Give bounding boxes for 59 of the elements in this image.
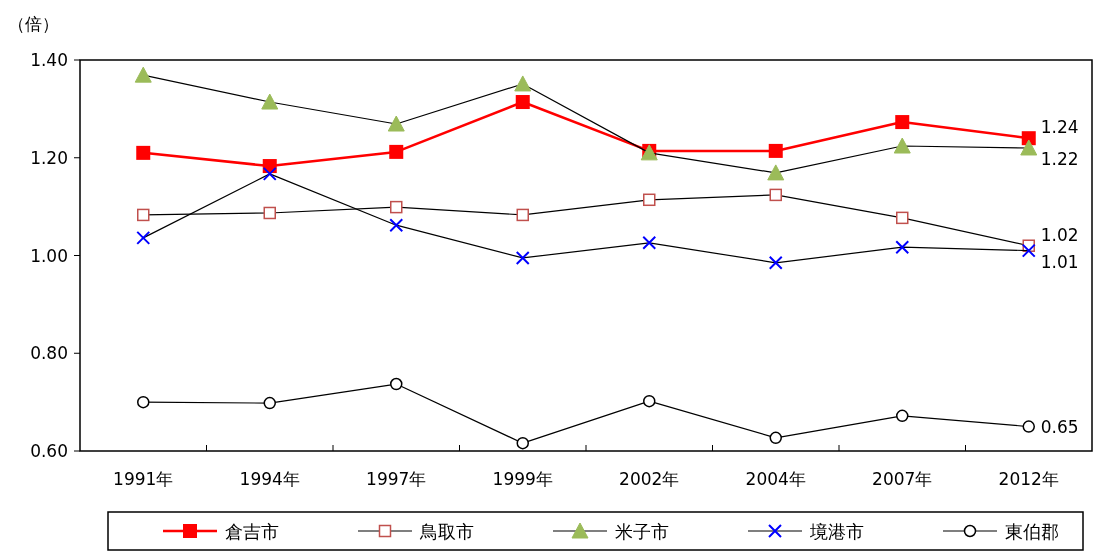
point [515,95,530,110]
point [515,250,530,265]
point [896,409,909,423]
y-tick-label: 0.60 [30,441,68,461]
x-tick-label: 2004年 [745,469,806,489]
x-tick-label: 1991年 [113,469,174,489]
legend-label: 東伯郡 [1005,521,1059,542]
point [768,255,783,270]
point [769,188,782,202]
point [389,218,404,233]
data-label: 0.65 [1040,416,1079,437]
point [263,396,276,410]
legend-label: 倉吉市 [225,521,279,542]
point [262,166,277,181]
point [1021,243,1036,258]
legend-label: 境港市 [809,521,864,542]
data-label: 1.22 [1040,148,1079,169]
point [642,235,657,250]
legend-label: 米子市 [615,521,669,542]
point [136,145,151,160]
y-axis-title: （倍） [8,14,59,34]
point [516,208,529,222]
y-tick-label: 0.80 [30,343,68,364]
point [263,206,276,220]
point [136,230,151,245]
point [768,143,783,158]
x-tick-label: 2012年 [998,469,1059,489]
point [516,436,529,450]
data-label: 1.24 [1040,117,1079,138]
point [137,395,150,409]
point [261,93,279,110]
point [643,394,656,408]
point [895,240,910,255]
point [134,66,152,83]
data-label: 1.02 [1040,224,1079,245]
y-tick-label: 1.20 [30,147,68,168]
point [389,144,404,159]
x-tick-label: 2007年 [872,469,933,489]
point [1020,139,1038,156]
point [896,211,909,225]
x-tick-label: 1997年 [366,469,427,489]
x-tick-label: 1999年 [492,469,553,489]
point [514,75,532,92]
point [893,137,911,154]
point [643,193,656,207]
point [769,431,782,445]
point [387,115,405,132]
x-tick-label: 1994年 [239,469,300,489]
point [390,200,403,214]
point [1022,420,1035,433]
y-tick-label: 1.00 [30,245,68,266]
point [895,115,910,130]
y-tick-label: 1.40 [30,50,68,70]
data-label: 1.01 [1040,251,1079,272]
legend-label: 鳥取市 [419,521,474,542]
point [767,164,785,181]
x-tick-label: 2002年 [619,469,680,489]
point [390,377,403,391]
point [137,208,150,222]
